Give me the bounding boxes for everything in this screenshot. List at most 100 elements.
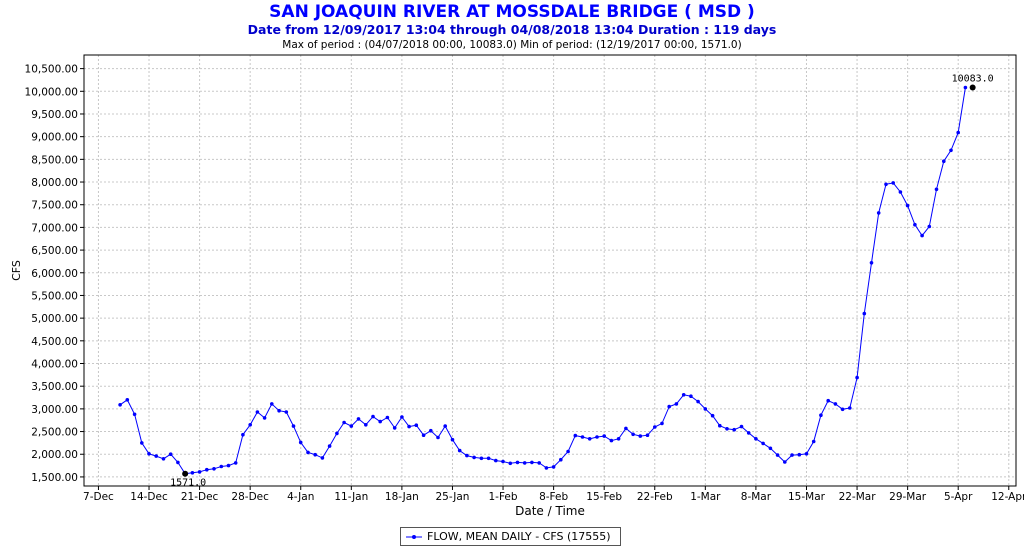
data-point [154,454,158,458]
y-tick-label: 6,500.00 [31,245,78,257]
y-tick-label: 3,000.00 [31,404,78,416]
grid [84,55,1016,486]
data-point [537,461,541,465]
data-point [790,453,794,457]
data-point [710,413,715,418]
y-tick-label: 7,500.00 [31,200,78,212]
data-point [313,452,318,457]
y-tick-label: 3,500.00 [31,381,78,393]
data-point [241,432,245,437]
data-point [949,148,953,153]
data-point [927,224,932,229]
x-axis: 7-Dec 14-Dec 21-Dec 28-Dec 4-Jan 11-Jan 18-Jan… [83,486,1024,503]
data-point [436,435,440,440]
x-tick-label: 15-Mar [788,491,826,503]
data-point [168,452,173,457]
data-point [233,461,238,465]
data-point [277,408,281,413]
y-tick-label: 10,000.00 [25,86,78,98]
x-tick-label: 12-Apr [991,491,1024,503]
y-tick-label: 7,000.00 [31,222,78,234]
data-point [898,190,903,194]
data-point [125,398,130,402]
data-point [407,424,411,429]
data-point [364,423,368,427]
x-tick-label: 8-Mar [741,491,772,503]
y-tick-label: 4,500.00 [31,336,78,348]
data-point [855,375,859,380]
x-tick-label: 21-Dec [181,491,219,503]
data-point [161,457,166,461]
data-point [320,456,325,460]
data-point [118,403,122,407]
data-point [255,410,260,414]
data-point [486,456,491,461]
data-point [443,424,448,428]
data-point [942,159,946,163]
y-tick-label: 4,000.00 [31,359,78,371]
x-tick-label: 28-Dec [231,491,269,503]
y-tick-label: 6,000.00 [31,268,78,280]
data-point [371,414,375,419]
data-point [494,458,498,463]
data-point [783,460,787,464]
x-tick-label: 22-Feb [637,491,673,503]
data-point [508,461,513,466]
data-point [522,461,527,465]
x-tick-label: 4-Jan [287,491,314,503]
data-point [804,452,809,456]
data-point [587,437,592,441]
data-point [913,222,917,227]
data-point [190,471,195,475]
data-point [862,311,867,316]
data-point [920,233,924,238]
data-point [421,433,426,438]
data-point [884,182,888,187]
y-tick-label: 2,000.00 [31,449,78,461]
y-tick-label: 9,500.00 [31,109,78,121]
data-point [811,439,816,444]
x-tick-label: 11-Jan [334,491,368,503]
y-axis-label: CFS [10,260,23,281]
series-line [119,87,966,475]
data-point [580,435,585,439]
data-point [819,413,823,418]
legend: FLOW, MEAN DAILY - CFS (17555) [400,527,621,546]
data-point [501,459,505,464]
data-point [602,434,606,438]
data-point [624,426,628,431]
data-point [667,404,671,409]
data-point [696,399,700,404]
data-point [645,433,650,438]
data-point [660,421,664,426]
data-point [176,460,180,465]
data-point [291,424,296,428]
data-point [746,431,751,435]
data-point [262,416,267,420]
data-point [132,412,137,417]
x-tick-label: 7-Dec [83,491,114,503]
data-point [840,407,845,412]
data-point [248,423,252,427]
data-point [905,203,910,208]
data-point [515,460,520,465]
data-point [378,419,383,424]
series-flow [118,85,968,476]
data-point [457,448,462,453]
data-point [573,433,578,438]
data-point [566,449,570,454]
data-point [212,467,216,471]
data-point [674,402,679,406]
data-point [349,424,354,428]
data-point [140,441,144,445]
annotation-marker [969,84,976,91]
x-tick-label: 5-Apr [944,491,973,503]
data-point [551,465,556,469]
data-point [595,435,599,439]
y-tick-label: 2,500.00 [31,427,78,439]
y-axis: 1,500.00 2,000.00 2,500.00 3,000.00 3,500.00… [25,64,84,484]
y-tick-label: 5,500.00 [31,290,78,302]
y-tick-label: 1,500.00 [31,472,78,484]
data-point [775,453,780,457]
